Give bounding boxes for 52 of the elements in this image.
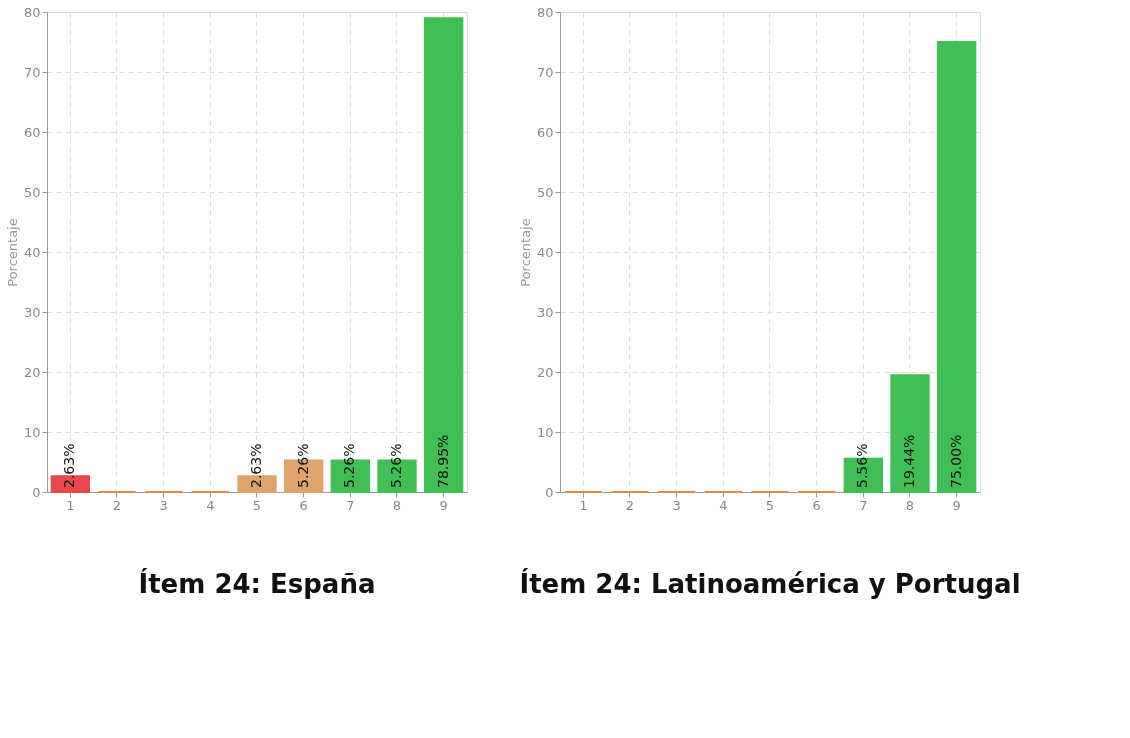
data-label: 75.00% xyxy=(947,434,964,488)
y-tick-label: 40 xyxy=(536,244,554,260)
x-tick-label: 8 xyxy=(905,497,915,513)
y-tick-label: 20 xyxy=(23,364,41,380)
data-label: 19.44% xyxy=(901,434,917,488)
x-tick-label: 8 xyxy=(392,497,402,513)
data-label: 5.26% xyxy=(388,443,404,488)
y-tick-label: 0 xyxy=(32,484,41,500)
x-tick-label: 7 xyxy=(346,497,355,513)
y-axis-title: Porcentaje xyxy=(4,218,20,287)
x-tick-label: 4 xyxy=(719,497,728,513)
x-tick-label: 4 xyxy=(206,497,215,513)
y-tick-label: 50 xyxy=(23,184,41,200)
y-axis-title: Porcentaje xyxy=(517,218,533,287)
text: Ítem 24: España xyxy=(138,568,376,599)
x-tick-label: 6 xyxy=(812,497,821,513)
y-tick-label: 80 xyxy=(23,4,41,20)
y-tick-label: 0 xyxy=(545,484,554,500)
x-tick-label: 2 xyxy=(625,497,635,513)
x-tick-label: 5 xyxy=(252,497,262,513)
y-tick-label: 60 xyxy=(536,124,554,140)
data-label: 78.95% xyxy=(434,434,451,488)
y-tick-label: 10 xyxy=(536,424,554,440)
data-label: 2.63% xyxy=(248,443,264,488)
x-tick-label: 7 xyxy=(859,497,868,513)
y-tick-label: 50 xyxy=(536,184,554,200)
x-tick-label: 1 xyxy=(66,497,75,513)
data-label: 5.26% xyxy=(341,443,358,488)
data-label: 5.56% xyxy=(854,443,871,488)
y-tick-label: 60 xyxy=(23,124,41,140)
bar xyxy=(424,17,464,493)
bar xyxy=(890,374,930,493)
x-tick-label: 2 xyxy=(112,497,122,513)
y-tick-label: 40 xyxy=(23,244,41,260)
y-tick-label: 80 xyxy=(536,4,554,20)
x-tick-label: 3 xyxy=(159,497,168,513)
x-tick-label: 9 xyxy=(952,497,961,513)
y-tick-label: 30 xyxy=(536,304,554,320)
y-tick-label: 70 xyxy=(536,64,554,80)
y-tick-label: 10 xyxy=(23,424,41,440)
y-tick-label: 70 xyxy=(23,64,41,80)
data-label: 2.63% xyxy=(61,443,78,488)
x-tick-label: 3 xyxy=(672,497,681,513)
bar xyxy=(937,41,977,493)
x-tick-label: 6 xyxy=(299,497,308,513)
text: Ítem 24: Latinoamérica y Portugal xyxy=(519,568,1021,599)
x-tick-label: 1 xyxy=(579,497,588,513)
x-tick-label: 5 xyxy=(765,497,775,513)
x-tick-label: 9 xyxy=(439,497,448,513)
data-label: 5.26% xyxy=(294,443,311,488)
y-tick-label: 20 xyxy=(536,364,554,380)
y-tick-label: 30 xyxy=(23,304,41,320)
